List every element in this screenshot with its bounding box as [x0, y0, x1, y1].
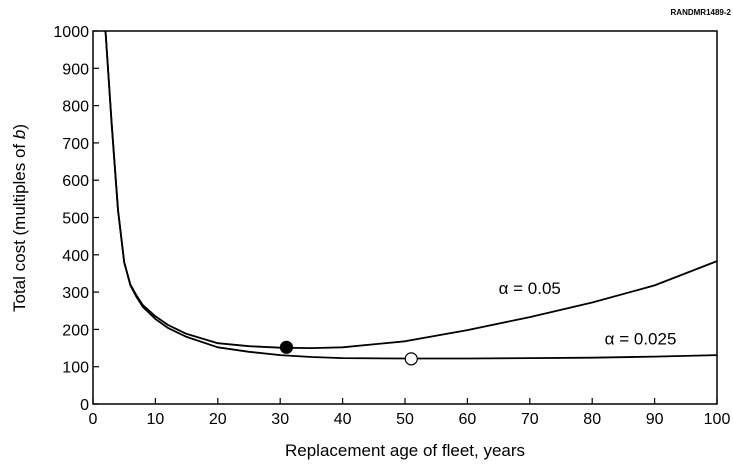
series-annotation-2: α = 0.025 — [605, 329, 677, 348]
x-tick-label: 40 — [334, 411, 352, 428]
y-tick-label: 200 — [62, 322, 89, 339]
y-tick-label: 0 — [80, 397, 89, 414]
x-tick-label: 80 — [583, 411, 601, 428]
y-tick-label: 300 — [62, 285, 89, 302]
x-tick-label: 50 — [396, 411, 414, 428]
series-annotation-1: α = 0.05 — [499, 279, 561, 298]
x-tick-label: 90 — [646, 411, 664, 428]
x-tick-label: 10 — [147, 411, 165, 428]
annotations: α = 0.05 α = 0.025 — [499, 279, 677, 348]
y-axis-title: Total cost (multiples of b) — [10, 124, 29, 312]
optimum-marker-1 — [279, 340, 294, 354]
y-tick-label: 900 — [62, 61, 89, 78]
y-tick-label: 500 — [62, 211, 89, 228]
series-markers — [279, 340, 418, 366]
optimum-marker-2 — [404, 352, 418, 366]
x-axis-title: Replacement age of fleet, years — [285, 441, 525, 460]
x-tick-label: 30 — [271, 411, 289, 428]
x-tick-label: 20 — [209, 411, 227, 428]
corner-label: RANDMR1489-2 — [671, 8, 732, 17]
x-tick-label: 60 — [459, 411, 477, 428]
y-tick-label: 800 — [62, 99, 89, 116]
series-line-2 — [104, 30, 718, 360]
y-tick-label: 400 — [62, 248, 89, 265]
y-tick-label: 700 — [62, 136, 89, 153]
y-axis-title-suffix: ) — [10, 124, 29, 130]
y-axis-title-var: b — [10, 130, 29, 139]
ticks: 0 10 20 30 40 50 60 70 80 90 100010020030040050060… — [53, 24, 730, 428]
x-tick-label: 100 — [704, 411, 731, 428]
x-tick-label: 0 — [89, 411, 98, 428]
y-tick-label: 100 — [62, 360, 89, 377]
series-line-1 — [104, 30, 718, 349]
y-tick-label: 600 — [62, 173, 89, 190]
y-tick-label: 1000 — [53, 24, 89, 41]
y-axis-title-prefix: Total cost (multiples of — [10, 139, 29, 312]
series-lines — [104, 30, 718, 360]
x-tick-label: 70 — [521, 411, 539, 428]
